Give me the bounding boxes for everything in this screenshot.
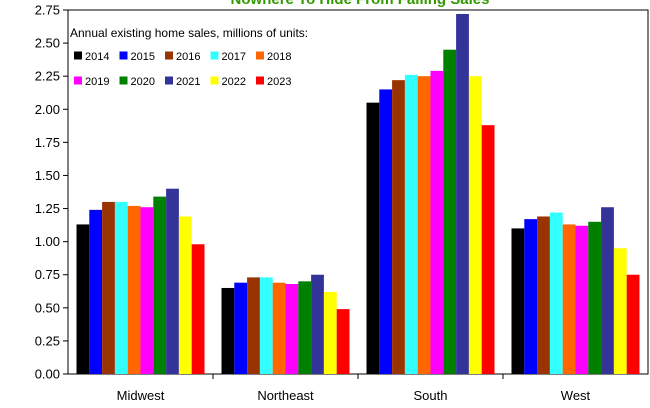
y-tick-label: 1.25 [35,201,60,216]
bar-midwest-2022 [178,216,192,374]
x-axis-categories: Midwest Northeast South West [117,374,591,403]
bar-northeast-2023 [336,309,350,374]
bar-northeast-2015 [234,282,248,374]
bar-south-2016 [392,80,405,375]
bar-south-2015 [379,89,393,374]
legend-swatch-2022 [210,76,219,85]
y-tick-label: 0.00 [35,367,60,382]
bar-northeast-2014 [221,287,235,374]
bar-midwest-2023 [191,244,205,374]
chart-title: Nowhere To Hide From Falling Sales [231,0,490,8]
bar-south-2017 [404,74,418,374]
bar-south-2020 [443,49,457,374]
legend-label-2018: 2018 [267,51,291,63]
bar-midwest-2020 [153,196,167,374]
y-tick-label: 2.75 [35,3,60,18]
bar-south-2018 [417,76,431,374]
bar-northeast-2020 [298,281,312,374]
bar-midwest-2021 [166,188,179,374]
legend-swatch-2014 [74,51,82,60]
x-category-label: Midwest [117,388,165,403]
y-tick-label: 1.50 [35,168,60,183]
bar-midwest-2014 [76,224,90,374]
legend-swatch-2019 [74,76,82,85]
bar-west-2017 [549,212,563,374]
bar-midwest-2016 [102,201,115,374]
bar-northeast-2017 [259,277,273,374]
bar-south-2023 [481,125,495,374]
bar-midwest-2019 [140,207,154,374]
bar-midwest-2018 [127,205,141,374]
y-tick-label: 1.00 [35,234,60,249]
legend-swatch-2023 [256,76,264,85]
bar-west-2014 [511,228,525,374]
legend-label-2016: 2016 [176,51,200,63]
bar-west-2023 [626,274,640,374]
y-tick-label: 0.50 [35,300,60,315]
bar-northeast-2022 [323,291,337,374]
y-tick-label: 2.25 [35,69,60,84]
legend-label-2015: 2015 [131,51,155,63]
legend-swatch-2016 [165,51,173,60]
legend-label-2020: 2020 [131,76,155,88]
bar-west-2020 [588,221,602,374]
bar-south-2019 [430,70,444,375]
bar-west-2019 [575,225,589,374]
legend-swatch-2015 [119,51,128,60]
chart-subtitle: Annual existing home sales, millions of … [70,26,308,40]
legend-swatch-2020 [119,76,128,85]
bar-west-2022 [613,248,627,374]
bar-midwest-2017 [114,201,128,374]
bar-west-2021 [601,207,614,374]
y-tick-label: 2.00 [35,102,60,117]
chart-bars [76,13,640,375]
chart-legend: Annual existing home sales, millions of … [70,26,308,88]
y-tick-label: 0.75 [35,267,60,282]
legend-label-2019: 2019 [85,76,109,88]
legend-label-2022: 2022 [222,76,246,88]
legend-label-2017: 2017 [222,51,246,63]
legend-swatch-2018 [256,51,264,60]
bar-northeast-2016 [247,277,260,374]
legend-swatch-2017 [210,51,219,60]
bar-south-2021 [456,13,469,374]
bar-northeast-2019 [285,283,299,374]
bar-south-2022 [468,76,482,374]
y-tick-label: 2.50 [35,36,60,51]
y-tick-label: 1.75 [35,135,60,150]
bar-northeast-2021 [311,274,324,374]
x-category-label: West [561,388,591,403]
bar-west-2018 [562,224,576,374]
legend-swatch-2021 [165,76,173,85]
legend-label-2021: 2021 [176,76,200,88]
y-axis-ticks: 0.00 0.25 0.50 0.75 1.00 1.25 1.50 1.75 2.00 2.25… [35,3,68,382]
legend-label-2023: 2023 [267,76,291,88]
y-tick-label: 0.25 [35,333,60,348]
bar-west-2016 [537,216,550,374]
bar-south-2014 [366,102,380,375]
bar-northeast-2018 [272,282,286,374]
x-category-label: South [414,388,448,403]
bar-west-2015 [524,219,538,374]
bar-midwest-2015 [89,209,103,374]
x-category-label: Northeast [257,388,314,403]
legend-label-2014: 2014 [85,51,109,63]
